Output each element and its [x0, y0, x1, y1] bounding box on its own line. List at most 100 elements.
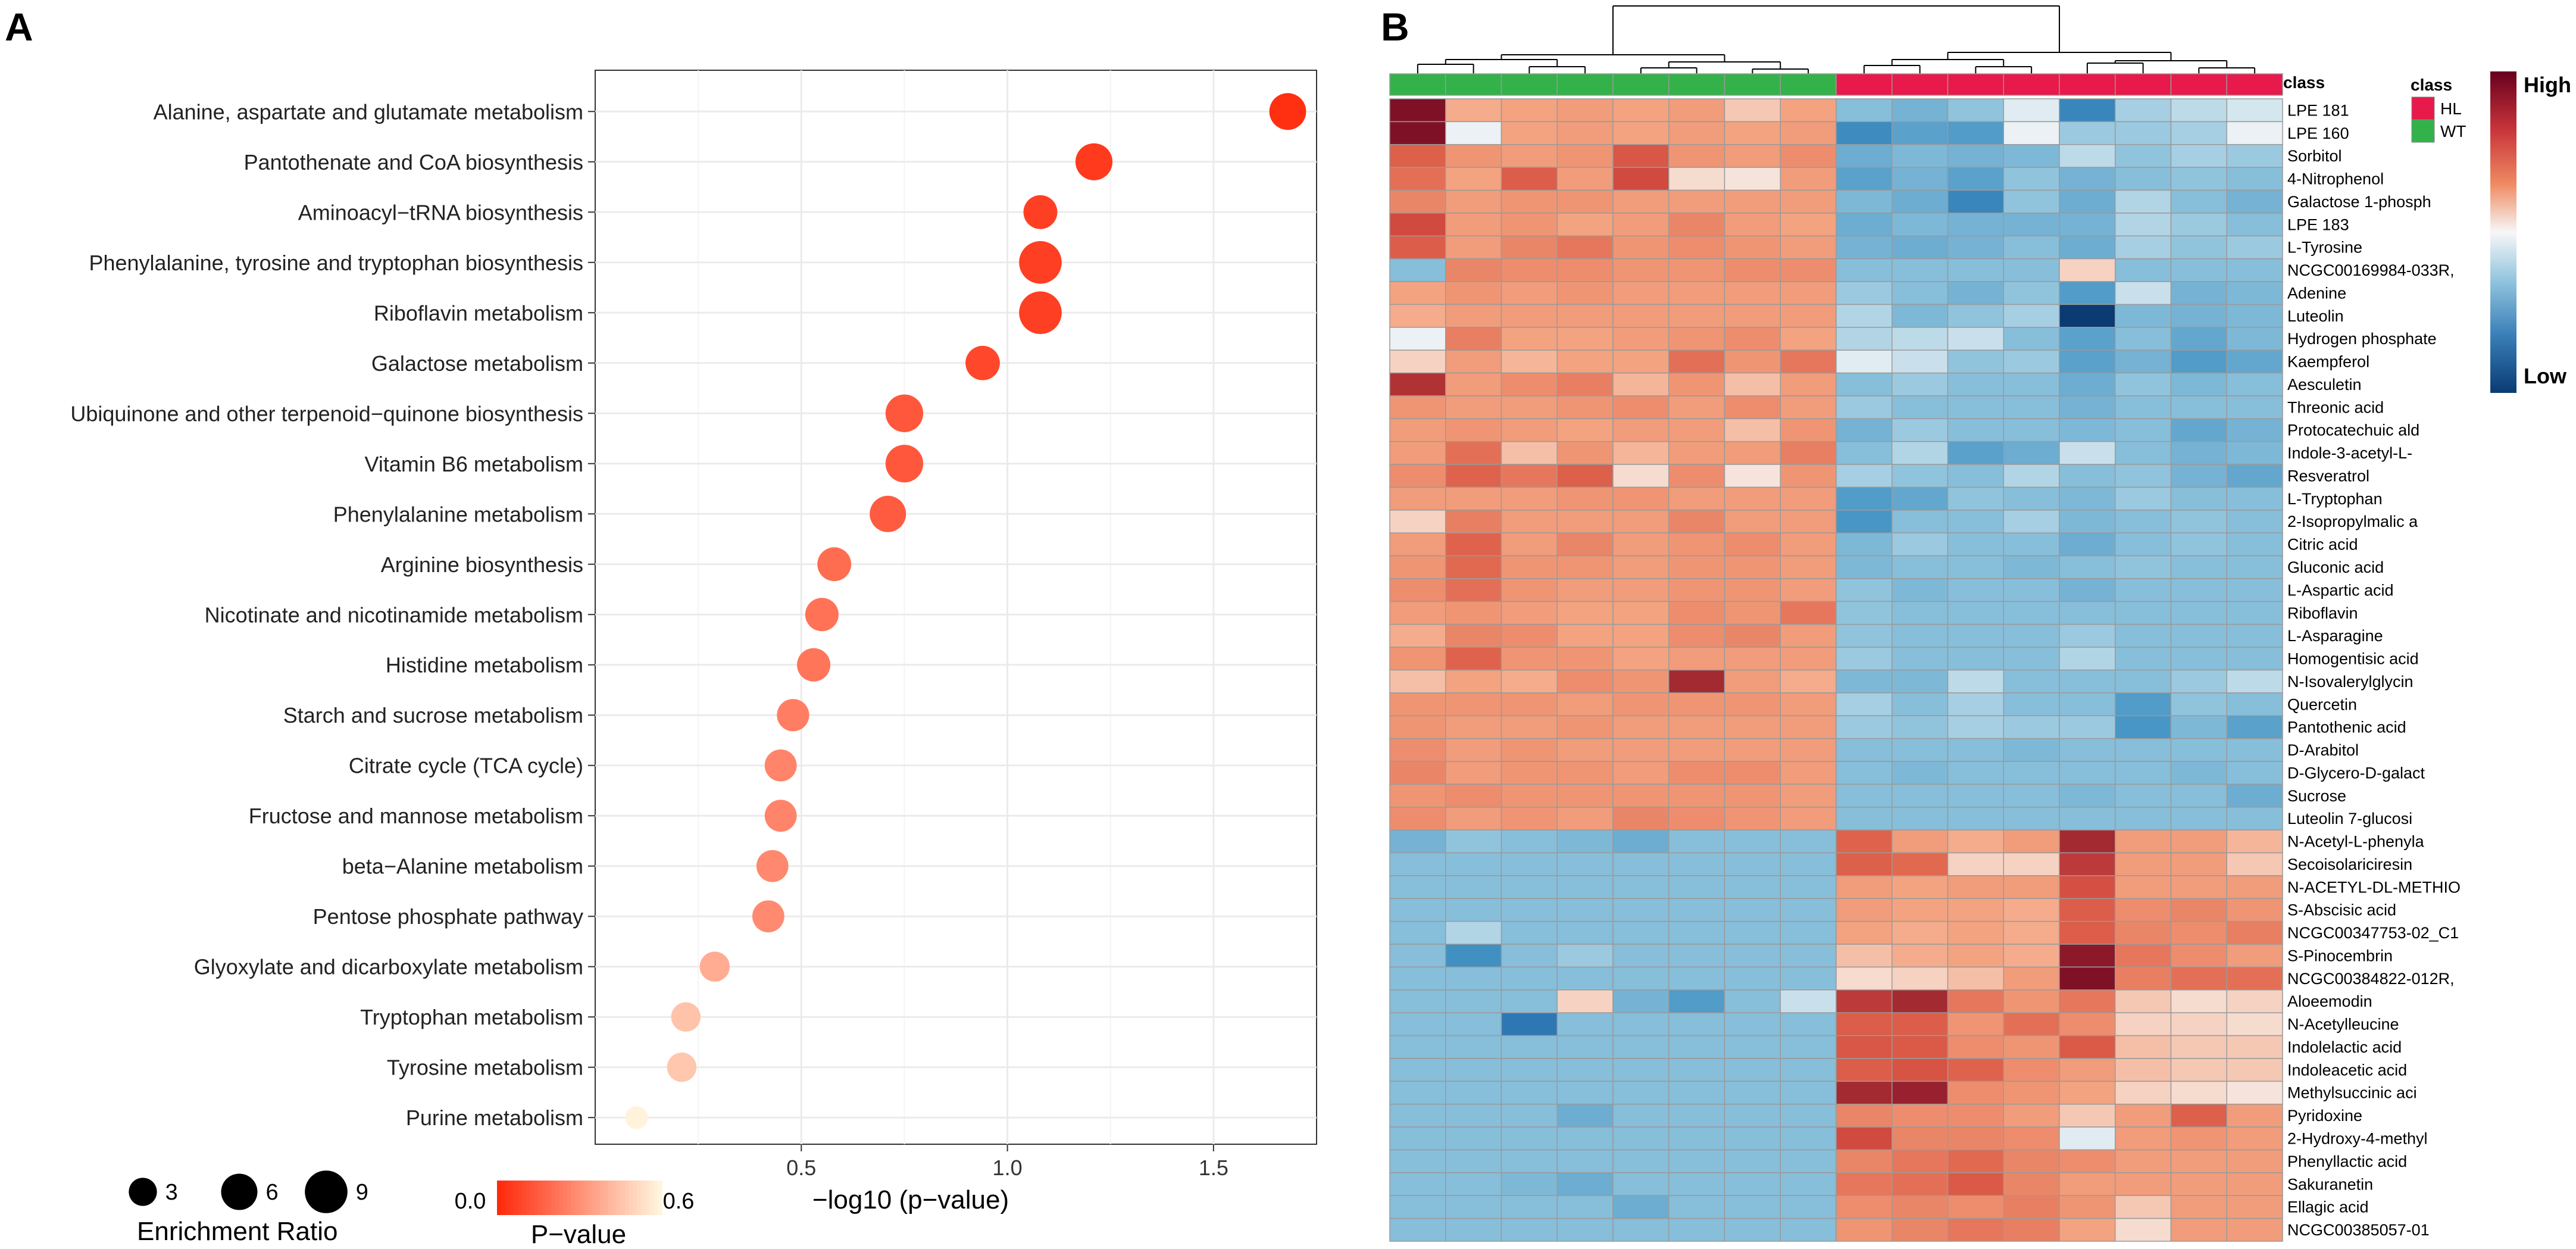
heatmap-cell: [1892, 715, 1949, 739]
heatmap-cell: [1668, 692, 1725, 717]
metabolite-label: Threonic acid: [2287, 398, 2384, 416]
heatmap-cell: [2115, 852, 2172, 876]
heatmap-cell: [1668, 486, 1725, 511]
heatmap-cell: [1780, 555, 1837, 579]
x-axis-title: −log10 (p−value): [812, 1185, 1009, 1214]
heatmap-cell: [1500, 144, 1558, 168]
plot-frame: [595, 70, 1317, 1145]
p-value-legend-step: [517, 1181, 523, 1215]
heatmap-cell: [1500, 692, 1558, 717]
heatmap-cell: [2059, 623, 2116, 648]
heatmap-cell: [1445, 1217, 1502, 1242]
heatmap-cell: [1836, 1172, 1893, 1196]
heatmap-cell: [2226, 281, 2283, 305]
heatmap-cell: [1668, 213, 1725, 237]
pathway-point: [1019, 241, 1062, 284]
heatmap-cell: [1500, 601, 1558, 625]
heatmap-cell: [2003, 98, 2060, 123]
heatmap-cell: [1836, 486, 1893, 511]
heatmap-cell: [1836, 418, 1893, 442]
heatmap-cell: [1445, 669, 1502, 694]
p-value-legend-step: [551, 1181, 555, 1215]
heatmap-cell: [1500, 1058, 1558, 1082]
heatmap-cell: [2059, 715, 2116, 739]
heatmap-cell: [1389, 281, 1446, 305]
heatmap-cell: [1836, 327, 1893, 351]
heatmap-cell: [2226, 944, 2283, 968]
heatmap-cell: [1780, 829, 1837, 854]
heatmap-cell: [1500, 1149, 1558, 1173]
heatmap-cell: [1389, 647, 1446, 671]
heatmap-cell: [1892, 1149, 1949, 1173]
heatmap-cell: [2059, 761, 2116, 785]
heatmap-cell: [2003, 189, 2060, 214]
heatmap-cell: [1724, 783, 1781, 808]
x-tick-label: 0.5: [786, 1156, 816, 1180]
heatmap-cell: [1892, 441, 1949, 465]
metabolite-label: LPE 183: [2287, 216, 2349, 233]
heatmap-cell: [2226, 464, 2283, 488]
heatmap-cell: [2115, 1081, 2172, 1105]
heatmap-cell: [1892, 235, 1949, 260]
heatmap-cell: [1612, 167, 1670, 191]
pathway-point: [1019, 291, 1062, 335]
heatmap-cell: [2170, 807, 2227, 830]
heatmap-cell: [1556, 1217, 1614, 1242]
heatmap-cell: [1668, 510, 1725, 533]
heatmap-cell: [1389, 258, 1446, 282]
heatmap-cell: [1556, 898, 1614, 922]
heatmap-cell: [1836, 783, 1893, 808]
heatmap-cell: [1724, 1217, 1781, 1242]
heatmap-cell: [1780, 1126, 1837, 1151]
heatmap-cell: [1500, 647, 1558, 671]
heatmap-cell: [2170, 1149, 2227, 1173]
heatmap-cell: [1724, 372, 1781, 396]
heatmap-cell: [1892, 418, 1949, 442]
heatmap-cell: [1668, 623, 1725, 648]
heatmap-cell: [1556, 647, 1614, 671]
metabolite-label: S-Pinocembrin: [2287, 947, 2393, 964]
metabolite-label: Quercetin: [2287, 695, 2357, 713]
heatmap-cell: [2003, 1012, 2060, 1036]
heatmap-cell: [2059, 281, 2116, 305]
pathway-point: [756, 850, 789, 882]
heatmap-cell: [1892, 1058, 1949, 1082]
heatmap-cell: [1724, 898, 1781, 922]
heatmap-cell: [2003, 441, 2060, 465]
heatmap-cell: [1668, 966, 1725, 991]
metabolite-label: Protocatechuic ald: [2287, 421, 2419, 439]
heatmap-cell: [1556, 1081, 1614, 1105]
heatmap-cell: [2170, 555, 2227, 579]
heatmap-cell: [1724, 875, 1781, 900]
heatmap-cell: [1445, 258, 1502, 282]
class-bar-cell: [1668, 73, 1725, 96]
heatmap-cell: [2115, 1035, 2172, 1059]
heatmap-cell: [1612, 441, 1670, 465]
heatmap-cell: [2059, 578, 2116, 602]
heatmap-cell: [1445, 555, 1502, 579]
metabolite-label: Citric acid: [2287, 536, 2358, 554]
metabolite-label: 2-Isopropylmalic a: [2287, 513, 2418, 530]
pathway-label: Tyrosine metabolism: [387, 1056, 583, 1080]
heatmap-cell: [2226, 1058, 2283, 1082]
heatmap-cell: [1724, 761, 1781, 785]
p-value-legend-step: [592, 1181, 597, 1215]
heatmap-cell: [1668, 601, 1725, 625]
heatmap-cell: [1724, 1012, 1781, 1036]
heatmap-cell: [1892, 189, 1949, 214]
p-value-legend-step: [587, 1181, 593, 1215]
heatmap-cell: [2226, 783, 2283, 808]
metabolite-label: Aesculetin: [2287, 376, 2362, 394]
heatmap-cell: [1668, 98, 1725, 123]
heatmap-cell: [1892, 258, 1949, 282]
heatmap-cell: [1836, 852, 1893, 876]
heatmap-cell: [1724, 144, 1781, 168]
heatmap-cell: [2115, 715, 2172, 739]
heatmap-cell: [2003, 281, 2060, 305]
heatmap-cell: [1500, 532, 1558, 557]
class-bar-cell: [1724, 73, 1781, 96]
class-bar-cell: [2003, 73, 2060, 96]
heatmap-cell: [2115, 486, 2172, 511]
heatmap-cell: [1612, 510, 1670, 533]
heatmap-cell: [2170, 692, 2227, 717]
